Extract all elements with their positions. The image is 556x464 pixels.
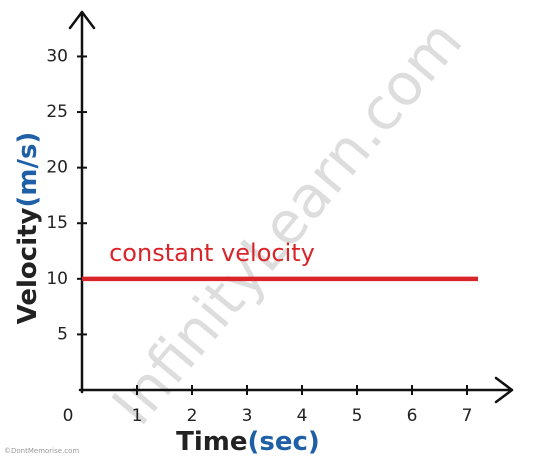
y-tick-label: 30 [46, 46, 68, 66]
x-tick-label: 7 [462, 406, 473, 426]
x-axis-label: Time(sec) [176, 427, 320, 457]
watermark: InfinityLearn.com [99, 7, 476, 437]
y-axis [68, 10, 96, 394]
x-tick-label: 0 [63, 406, 74, 426]
x-tick-label: 6 [407, 406, 418, 426]
x-axis [78, 376, 514, 404]
x-tick-label: 3 [242, 406, 253, 426]
y-tick-label: 20 [46, 158, 68, 178]
y-tick-label: 15 [46, 213, 68, 233]
x-tick-label: 1 [132, 406, 143, 426]
x-tick-label: 5 [352, 406, 363, 426]
annotation: constant velocity [109, 239, 315, 267]
x-label-main: Time [176, 427, 247, 457]
x-label-unit: (sec) [248, 427, 320, 457]
credit: ©DontMemorise.com [4, 447, 79, 455]
x-tick-label: 4 [297, 406, 308, 426]
y-axis-label: Velocity(m/s) [13, 132, 43, 325]
y-label-unit: (m/s) [13, 132, 43, 208]
x-tick-label: 2 [187, 406, 198, 426]
y-tick-label: 5 [57, 324, 68, 344]
y-tick-label: 25 [46, 102, 68, 122]
y-label-main: Velocity [13, 207, 43, 324]
y-tick-label: 10 [46, 269, 68, 289]
